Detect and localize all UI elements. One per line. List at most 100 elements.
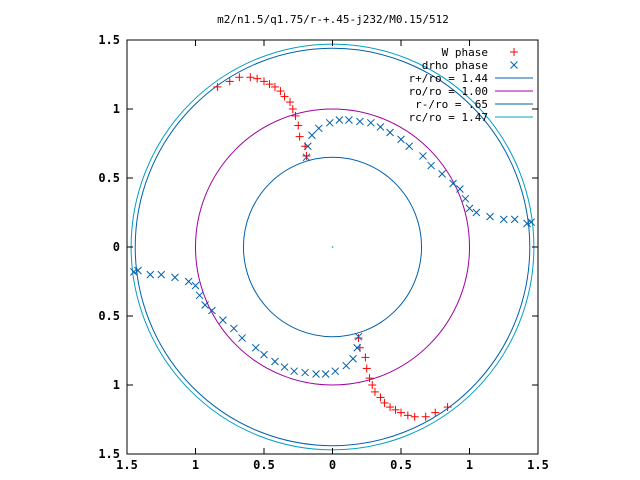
w-phase-point — [276, 87, 285, 96]
drho-phase-point-b — [238, 334, 246, 342]
drho-phase-point — [314, 124, 323, 133]
w-phase-point — [403, 411, 412, 420]
drho-phase-point-b — [356, 117, 364, 126]
w-phase-point — [380, 398, 389, 407]
w-phase-point — [246, 73, 255, 82]
drho-phase-point — [342, 361, 351, 370]
w-phase-point — [291, 111, 300, 120]
x-tick-label: 0.5 — [390, 458, 412, 472]
drho-phase-point — [349, 354, 357, 363]
drho-phase-point-b — [195, 291, 204, 300]
x-tick-label: 0 — [329, 458, 336, 472]
drho-phase-point — [238, 334, 246, 342]
drho-phase-point — [472, 208, 481, 217]
drho-phase-point — [367, 118, 375, 127]
drho-phase-point — [456, 185, 464, 193]
drho-phase-point — [461, 194, 470, 203]
w-phase-point — [294, 121, 303, 130]
w-phase-point — [235, 73, 244, 82]
axis-ticks: 1.5 1 0.5 0 0.5 1 1.51.510.500.511.5 — [98, 33, 549, 472]
drho-phase-point-b — [486, 212, 494, 221]
drho-phase-point-b — [301, 368, 309, 377]
drho-phase-point — [397, 135, 405, 144]
drho-phase-point — [331, 367, 340, 376]
chart-title: m2/n1.5/q1.75/r-+.45-j232/M0.15/512 — [217, 13, 449, 26]
w-phase-point — [431, 408, 440, 417]
legend-marker-cross — [510, 61, 518, 69]
drho-phase-point — [191, 281, 200, 290]
drho-phase-point-b — [510, 215, 519, 224]
drho-phase-point — [171, 273, 179, 282]
y-tick-label: 1 — [113, 102, 120, 116]
drho-phase-point — [303, 142, 312, 151]
drho-phase-point-b — [146, 270, 155, 279]
w-phase-point — [370, 387, 379, 396]
drho-phase-point-b — [419, 152, 427, 160]
drho-phase-point-b — [527, 218, 536, 227]
drho-phase-point-b — [331, 367, 340, 376]
legend-marker-cross-b — [510, 61, 518, 69]
drho-phase-point-b — [184, 277, 193, 286]
w-phase-point — [386, 403, 395, 412]
w-phase-point — [286, 98, 295, 107]
drho-phase-point — [405, 142, 414, 151]
w-phase-point — [362, 364, 371, 373]
drho-phase-point — [386, 128, 394, 137]
drho-phase-point-b — [353, 343, 362, 352]
w-phase-point — [302, 151, 311, 160]
x-tick-label: 1.5 — [527, 458, 549, 472]
series-drho-phase — [129, 116, 536, 378]
drho-phase-point-b — [376, 123, 385, 131]
drho-phase-point-b — [325, 118, 334, 127]
drho-phase-point — [260, 350, 268, 359]
w-phase-point — [376, 393, 385, 402]
drho-phase-point-b — [472, 208, 481, 217]
drho-phase-point — [251, 343, 260, 352]
drho-phase-point-b — [201, 301, 209, 309]
drho-phase-point — [290, 367, 298, 376]
drho-phase-point-b — [191, 281, 200, 290]
drho-phase-point — [527, 218, 536, 227]
w-phase-point — [365, 374, 374, 383]
drho-phase-point-b — [427, 161, 435, 170]
w-phase-point — [421, 412, 430, 421]
drho-phase-point — [129, 267, 138, 276]
drho-phase-point — [302, 153, 311, 162]
w-phase-point — [361, 353, 370, 362]
drho-phase-point — [345, 116, 353, 124]
drho-phase-point — [230, 324, 238, 333]
w-phase-point — [253, 74, 262, 83]
legend-marker-plus — [510, 48, 518, 56]
drho-phase-point-b — [208, 306, 216, 315]
y-tick-label: 1 — [113, 378, 120, 392]
legend-label: W phase — [442, 46, 488, 59]
drho-phase-point-b — [456, 185, 464, 193]
drho-phase-point-b — [335, 116, 344, 124]
drho-phase-point-b — [314, 124, 323, 133]
w-phase-point — [295, 132, 304, 141]
circle-1 — [134, 47, 531, 447]
drho-phase-point — [134, 266, 142, 275]
drho-phase-point-b — [354, 332, 363, 341]
drho-phase-point — [427, 161, 435, 170]
w-phase-point — [280, 92, 289, 101]
legend-label: r+/ro = 1.44 — [409, 72, 489, 85]
w-phase-point — [270, 82, 279, 91]
drho-phase-point-b — [386, 128, 394, 137]
drho-phase-point-b — [465, 204, 474, 213]
drho-phase-point-b — [405, 142, 414, 151]
drho-phase-point — [499, 215, 508, 224]
drho-phase-point-b — [251, 343, 260, 352]
drho-phase-point-b — [367, 118, 375, 127]
y-tick-label: 1.5 — [98, 33, 120, 47]
x-tick-label: 1 — [192, 458, 199, 472]
drho-phase-point — [308, 131, 316, 140]
drho-phase-point — [184, 277, 193, 286]
w-phase-point — [397, 408, 405, 417]
drho-phase-point — [354, 332, 363, 341]
circle-3 — [242, 156, 423, 338]
drho-phase-point-b — [260, 350, 268, 359]
drho-phase-point-b — [342, 361, 351, 370]
drho-phase-point-b — [129, 267, 138, 276]
